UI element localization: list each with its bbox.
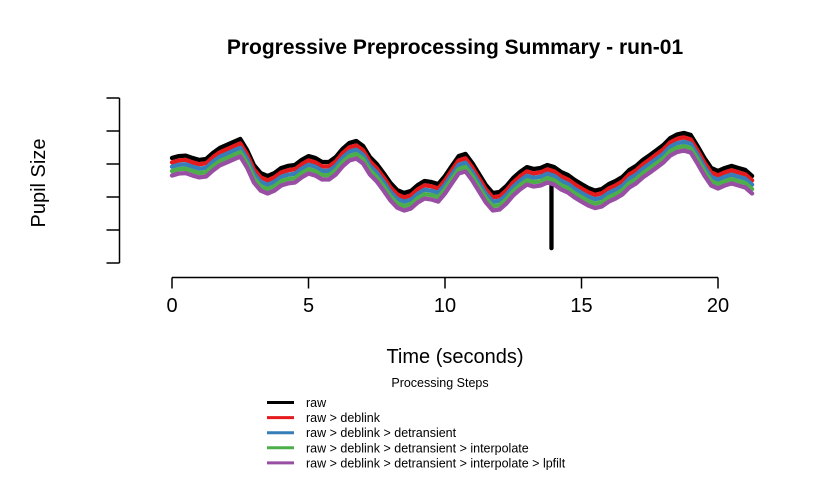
x-tick-label: 0 <box>166 295 177 317</box>
series-line-step-4 <box>169 148 755 213</box>
x-tick-label: 15 <box>570 295 592 317</box>
x-tick-label: 10 <box>434 295 456 317</box>
legend-title: Processing Steps <box>391 376 488 390</box>
legend-entry-label: raw > deblink > detransient <box>306 426 457 440</box>
x-axis-label: Time (seconds) <box>386 346 523 368</box>
legend-entry-label: raw > deblink > detransient > interpolat… <box>306 456 566 470</box>
legend-entry-label: raw > deblink <box>306 411 381 425</box>
x-tick-label: 5 <box>303 295 314 317</box>
series-line-step-3 <box>169 144 755 209</box>
legend-entry-label: raw > deblink > detransient > interpolat… <box>306 441 529 455</box>
x-tick-label: 20 <box>707 295 729 317</box>
y-axis-label: Pupil Size <box>28 139 50 228</box>
y-axis <box>106 97 121 264</box>
series-line-step-1 <box>169 135 755 200</box>
series-lines <box>169 130 755 251</box>
legend-entry-label: raw <box>306 396 327 410</box>
series-line-raw <box>169 130 755 196</box>
series-line-step-2 <box>169 139 755 204</box>
chart-title: Progressive Preprocessing Summary - run-… <box>227 36 684 59</box>
x-axis: 0 5 10 15 20 <box>166 276 729 317</box>
